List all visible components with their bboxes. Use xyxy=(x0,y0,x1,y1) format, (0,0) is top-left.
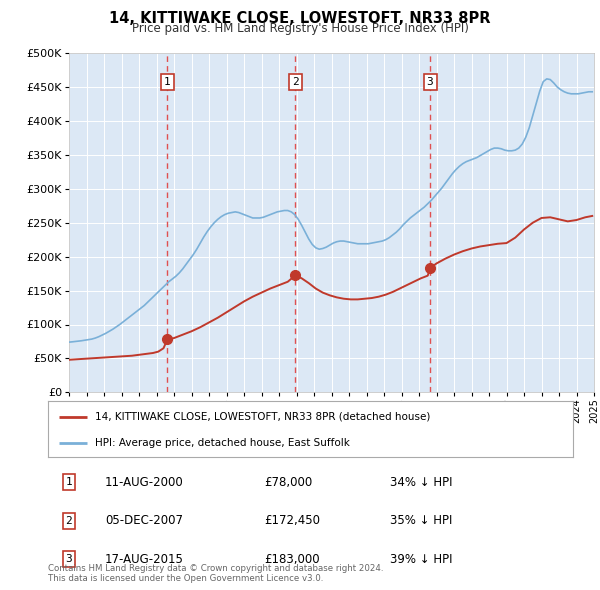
Text: £78,000: £78,000 xyxy=(264,476,312,489)
Text: 35% ↓ HPI: 35% ↓ HPI xyxy=(390,514,452,527)
Text: Contains HM Land Registry data © Crown copyright and database right 2024.
This d: Contains HM Land Registry data © Crown c… xyxy=(48,563,383,583)
Text: 1: 1 xyxy=(65,477,73,487)
Text: 2: 2 xyxy=(292,77,299,87)
Text: 11-AUG-2000: 11-AUG-2000 xyxy=(105,476,184,489)
Text: 3: 3 xyxy=(65,554,73,564)
Text: £172,450: £172,450 xyxy=(264,514,320,527)
Text: 39% ↓ HPI: 39% ↓ HPI xyxy=(390,552,452,566)
Text: 34% ↓ HPI: 34% ↓ HPI xyxy=(390,476,452,489)
Text: HPI: Average price, detached house, East Suffolk: HPI: Average price, detached house, East… xyxy=(95,438,350,448)
Text: Price paid vs. HM Land Registry's House Price Index (HPI): Price paid vs. HM Land Registry's House … xyxy=(131,22,469,35)
Text: 2: 2 xyxy=(65,516,73,526)
Text: 14, KITTIWAKE CLOSE, LOWESTOFT, NR33 8PR (detached house): 14, KITTIWAKE CLOSE, LOWESTOFT, NR33 8PR… xyxy=(95,412,431,422)
Text: 3: 3 xyxy=(427,77,433,87)
Text: 05-DEC-2007: 05-DEC-2007 xyxy=(105,514,183,527)
Text: 17-AUG-2015: 17-AUG-2015 xyxy=(105,552,184,566)
Text: 1: 1 xyxy=(164,77,171,87)
Text: 14, KITTIWAKE CLOSE, LOWESTOFT, NR33 8PR: 14, KITTIWAKE CLOSE, LOWESTOFT, NR33 8PR xyxy=(109,11,491,25)
Text: £183,000: £183,000 xyxy=(264,552,320,566)
